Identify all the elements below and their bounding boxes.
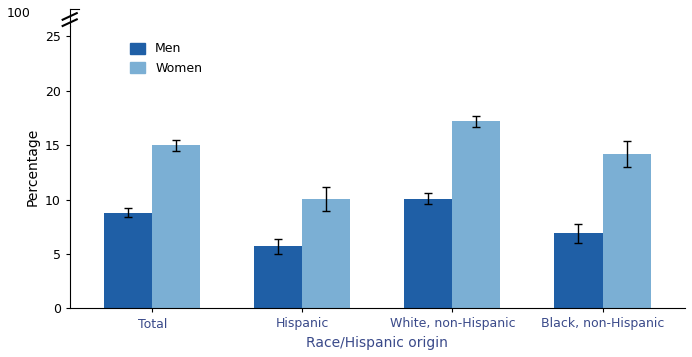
X-axis label: Race/Hispanic origin: Race/Hispanic origin	[307, 336, 448, 350]
Y-axis label: Percentage: Percentage	[25, 128, 39, 206]
Bar	[104, 213, 152, 308]
Bar	[453, 121, 500, 308]
Bar	[152, 145, 200, 308]
Bar	[302, 198, 350, 308]
Bar	[404, 198, 453, 308]
Bar	[554, 233, 603, 308]
Bar	[603, 154, 650, 308]
Legend: Men, Women: Men, Women	[125, 37, 207, 80]
Bar	[255, 246, 302, 308]
Text: 100: 100	[7, 7, 31, 20]
